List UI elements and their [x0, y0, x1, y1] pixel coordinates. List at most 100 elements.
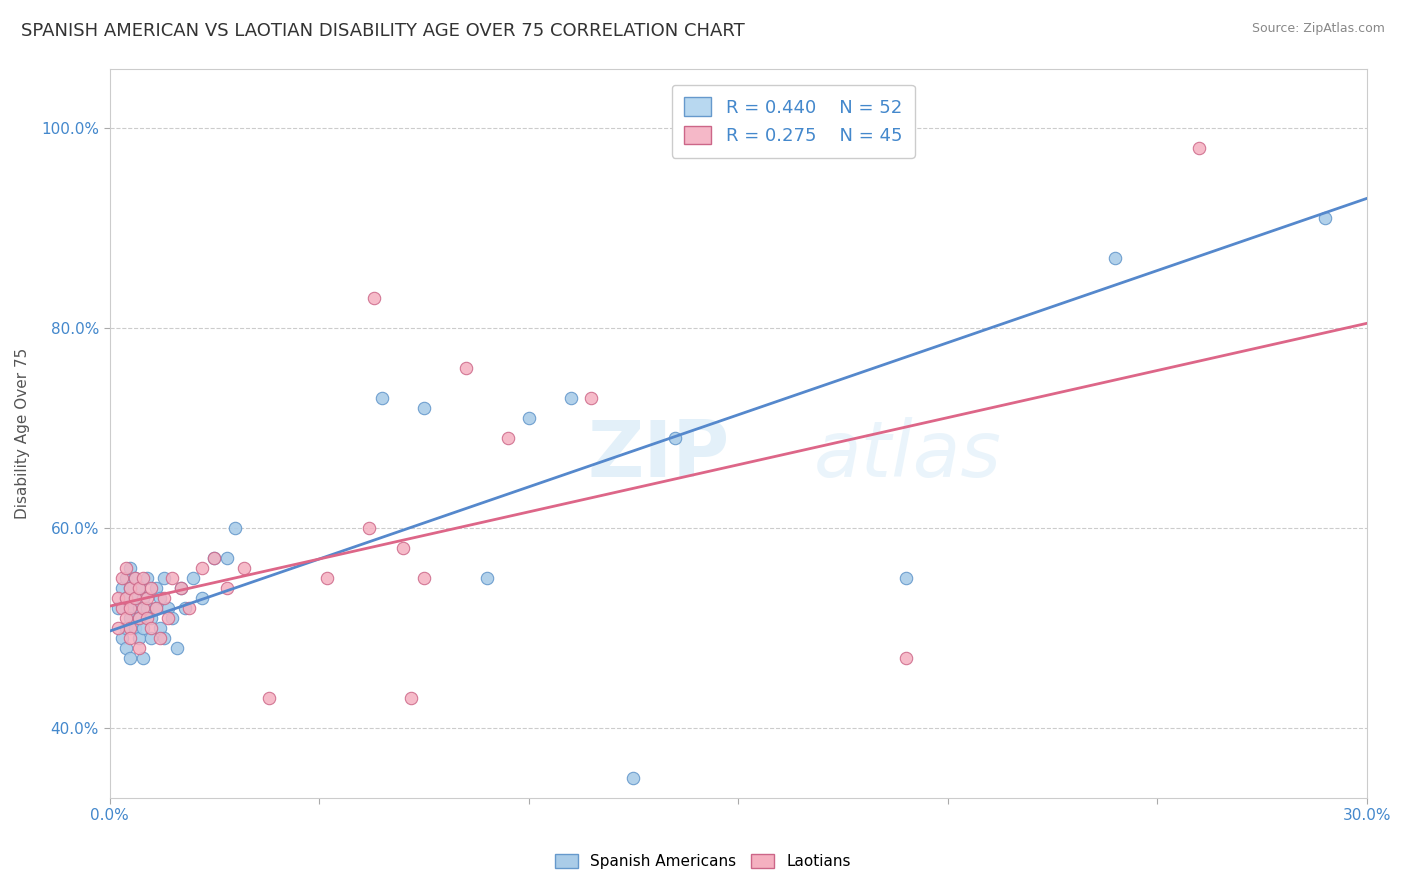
- Point: [894, 571, 917, 585]
- Text: atlas: atlas: [814, 417, 1001, 493]
- Point: [157, 601, 180, 615]
- Point: [664, 431, 686, 445]
- Point: [128, 611, 150, 625]
- Point: [496, 431, 519, 445]
- Point: [475, 571, 498, 585]
- Point: [1104, 252, 1126, 266]
- Point: [120, 601, 142, 615]
- Point: [224, 521, 246, 535]
- Point: [145, 601, 167, 615]
- Point: [136, 571, 159, 585]
- Text: ZIP: ZIP: [588, 417, 730, 493]
- Point: [316, 571, 339, 585]
- Point: [149, 621, 172, 635]
- Point: [120, 581, 142, 595]
- Point: [124, 621, 146, 635]
- Point: [120, 581, 142, 595]
- Point: [179, 601, 201, 615]
- Point: [111, 581, 134, 595]
- Point: [560, 392, 582, 406]
- Point: [215, 551, 238, 566]
- Point: [132, 571, 155, 585]
- Point: [107, 601, 129, 615]
- Point: [174, 601, 197, 615]
- Point: [132, 591, 155, 606]
- Point: [157, 611, 180, 625]
- Point: [190, 561, 212, 575]
- Point: [120, 621, 142, 635]
- Point: [115, 611, 138, 625]
- Point: [170, 581, 193, 595]
- Point: [132, 601, 155, 615]
- Point: [115, 591, 138, 606]
- Point: [257, 691, 280, 706]
- Point: [581, 392, 603, 406]
- Point: [153, 631, 176, 645]
- Point: [392, 541, 415, 556]
- Point: [132, 621, 155, 635]
- Legend: R = 0.440    N = 52, R = 0.275    N = 45: R = 0.440 N = 52, R = 0.275 N = 45: [672, 85, 915, 158]
- Point: [120, 611, 142, 625]
- Point: [128, 601, 150, 615]
- Point: [141, 621, 163, 635]
- Point: [141, 581, 163, 595]
- Point: [128, 581, 150, 595]
- Point: [141, 631, 163, 645]
- Point: [136, 601, 159, 615]
- Point: [128, 631, 150, 645]
- Legend: Spanish Americans, Laotians: Spanish Americans, Laotians: [548, 848, 858, 875]
- Text: Source: ZipAtlas.com: Source: ZipAtlas.com: [1251, 22, 1385, 36]
- Point: [412, 571, 434, 585]
- Point: [894, 651, 917, 665]
- Point: [202, 551, 225, 566]
- Point: [128, 581, 150, 595]
- Point: [128, 611, 150, 625]
- Point: [153, 591, 176, 606]
- Point: [124, 571, 146, 585]
- Point: [190, 591, 212, 606]
- Point: [1188, 141, 1211, 155]
- Point: [153, 571, 176, 585]
- Point: [111, 601, 134, 615]
- Point: [232, 561, 254, 575]
- Point: [162, 571, 184, 585]
- Point: [166, 641, 188, 656]
- Point: [412, 401, 434, 416]
- Point: [124, 591, 146, 606]
- Point: [145, 601, 167, 615]
- Point: [517, 411, 540, 425]
- Point: [145, 581, 167, 595]
- Point: [170, 581, 193, 595]
- Point: [371, 392, 394, 406]
- Point: [115, 571, 138, 585]
- Point: [115, 621, 138, 635]
- Point: [202, 551, 225, 566]
- Point: [107, 591, 129, 606]
- Point: [454, 361, 477, 376]
- Point: [120, 601, 142, 615]
- Point: [136, 591, 159, 606]
- Point: [183, 571, 205, 585]
- Point: [107, 621, 129, 635]
- Point: [115, 561, 138, 575]
- Y-axis label: Disability Age Over 75: Disability Age Over 75: [15, 348, 30, 519]
- Text: SPANISH AMERICAN VS LAOTIAN DISABILITY AGE OVER 75 CORRELATION CHART: SPANISH AMERICAN VS LAOTIAN DISABILITY A…: [21, 22, 745, 40]
- Point: [124, 571, 146, 585]
- Point: [149, 591, 172, 606]
- Point: [141, 611, 163, 625]
- Point: [621, 771, 644, 785]
- Point: [120, 631, 142, 645]
- Point: [111, 631, 134, 645]
- Point: [215, 581, 238, 595]
- Point: [120, 561, 142, 575]
- Point: [111, 571, 134, 585]
- Point: [132, 651, 155, 665]
- Point: [115, 641, 138, 656]
- Point: [149, 631, 172, 645]
- Point: [401, 691, 423, 706]
- Point: [115, 591, 138, 606]
- Point: [359, 521, 381, 535]
- Point: [124, 591, 146, 606]
- Point: [120, 651, 142, 665]
- Point: [1313, 211, 1336, 226]
